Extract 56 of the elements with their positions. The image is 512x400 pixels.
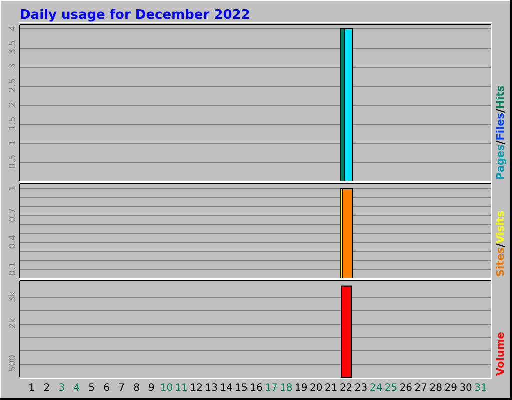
text: Hits [495,86,507,110]
x-tick-label: 21 [324,383,338,394]
x-tick-label: 25 [384,383,398,394]
x-tick-label: 27 [414,383,428,394]
y-tick-label: 4 [8,25,18,32]
y-tick-label: 1 [8,186,18,192]
x-tick-label: 24 [370,383,383,394]
x-tick-label: 19 [295,383,308,394]
x-tick-label: 1 [28,383,36,394]
x-tick-label: 11 [175,383,188,394]
y-tick-label: 3k [8,290,18,302]
y-tick-label: 3 [8,64,18,70]
x-tick-label: 5 [88,383,96,394]
y-tick-label: 1 [8,140,18,146]
text: / [495,243,507,248]
y-tick-label: 0.1 [8,262,18,276]
text: Sites [495,247,507,277]
x-tick-label: 12 [190,383,203,394]
x-tick-label: 15 [235,383,248,394]
x-tick-label: 30 [460,383,472,394]
x-tick-label: 23 [354,383,368,394]
x-tick-label: 29 [444,383,458,394]
text: Visits [495,210,507,244]
x-tick-label: 9 [148,383,155,394]
x-tick-label: 10 [160,383,174,394]
x-tick-label: 4 [74,383,80,394]
y-tick-label: 500 [8,354,18,372]
x-tick-label: 16 [250,383,263,394]
y-tick-label: 2k [8,317,18,330]
y-tick-label: 1.5 [8,116,18,131]
x-tick-label: 3 [58,383,66,394]
x-tick-label: 17 [265,383,278,394]
y-tick-label: 0.4 [8,234,18,250]
y-tick-label: 0.5 [8,154,18,170]
x-tick-label: 14 [220,383,233,394]
y-tick-label: 0.7 [8,208,18,222]
x-tick-label: 13 [205,383,218,394]
x-tick-label: 8 [134,383,140,394]
y-tick-label: 2.5 [8,78,18,93]
x-tick-label: 2 [44,383,50,394]
x-tick-label: 26 [400,383,413,394]
x-tick-label: 31 [474,383,488,394]
chart-title: Daily usage for December 2022 [20,8,250,23]
x-tick-label: 6 [104,383,110,394]
legend-label: Files [495,113,507,141]
x-tick-label: 22 [340,383,353,394]
text: Volume [495,332,507,376]
text: Pages [495,144,507,180]
y-tick-label: 2 [8,102,18,108]
x-tick-label: 7 [118,383,125,394]
x-tick-label: 20 [310,383,323,394]
text: / [495,109,507,114]
x-tick-label: 18 [280,383,293,394]
y-tick-label: 3.5 [8,40,18,55]
text: / [495,140,507,145]
x-tick-label: 28 [430,383,442,394]
